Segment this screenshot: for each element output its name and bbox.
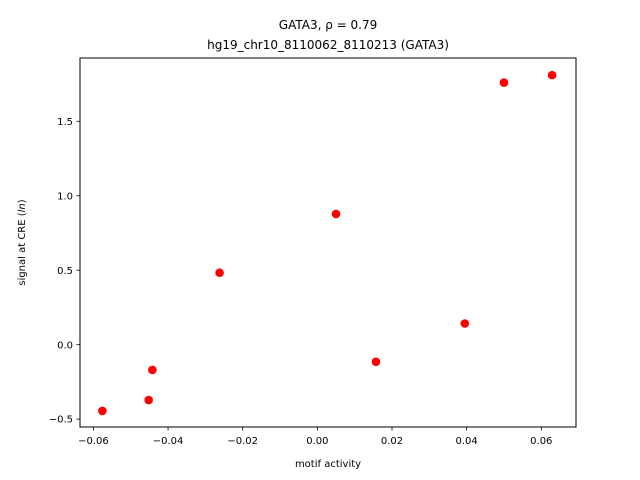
data-point-4	[215, 268, 224, 278]
y-axis-ticks: −0.5 0.0 0.5 1.0 1.5	[49, 117, 80, 426]
y-tick-label: 1.0	[57, 191, 73, 202]
plot-area: −0.06 −0.04 −0.02 0.00 0.02 0.04 0.06 −0.5 0.0 0…	[49, 57, 577, 447]
x-tick-label: 0.04	[456, 436, 478, 447]
data-point-3	[148, 365, 157, 375]
data-point-7	[460, 319, 470, 328]
y-axis-label: signal at CRE (ln)	[17, 199, 28, 285]
y-axis-label-prefix: signal at CRE (	[17, 212, 28, 285]
data-point-5	[331, 209, 341, 219]
data-point-1	[98, 406, 107, 416]
y-tick-label: 1.5	[57, 117, 73, 128]
x-tick-label: −0.06	[78, 436, 109, 447]
data-point-9	[547, 70, 557, 80]
y-tick-label: 0.0	[57, 340, 73, 351]
y-tick-label: −0.5	[49, 415, 73, 426]
y-axis-label-italic: ln	[17, 203, 28, 212]
x-tick-label: −0.02	[227, 436, 258, 447]
x-tick-label: 0.00	[306, 436, 328, 447]
y-axis-label-suffix: )	[17, 199, 28, 203]
x-tick-label: 0.06	[530, 436, 552, 447]
chart-title-line1: GATA3, ρ = 0.79	[279, 18, 377, 32]
x-tick-label: 0.02	[381, 436, 403, 447]
data-point-6	[371, 357, 381, 367]
data-point-2	[144, 395, 153, 405]
x-axis-ticks: −0.06 −0.04 −0.02 0.00 0.02 0.04 0.06	[78, 427, 552, 447]
x-axis-label: motif activity	[295, 459, 361, 470]
data-points	[98, 70, 557, 416]
x-tick-label: −0.04	[153, 436, 184, 447]
data-point-8	[499, 78, 509, 87]
y-tick-label: 0.5	[57, 266, 73, 277]
plot-frame	[79, 57, 577, 428]
chart-title-line2: hg19_chr10_8110062_8110213 (GATA3)	[207, 38, 449, 52]
